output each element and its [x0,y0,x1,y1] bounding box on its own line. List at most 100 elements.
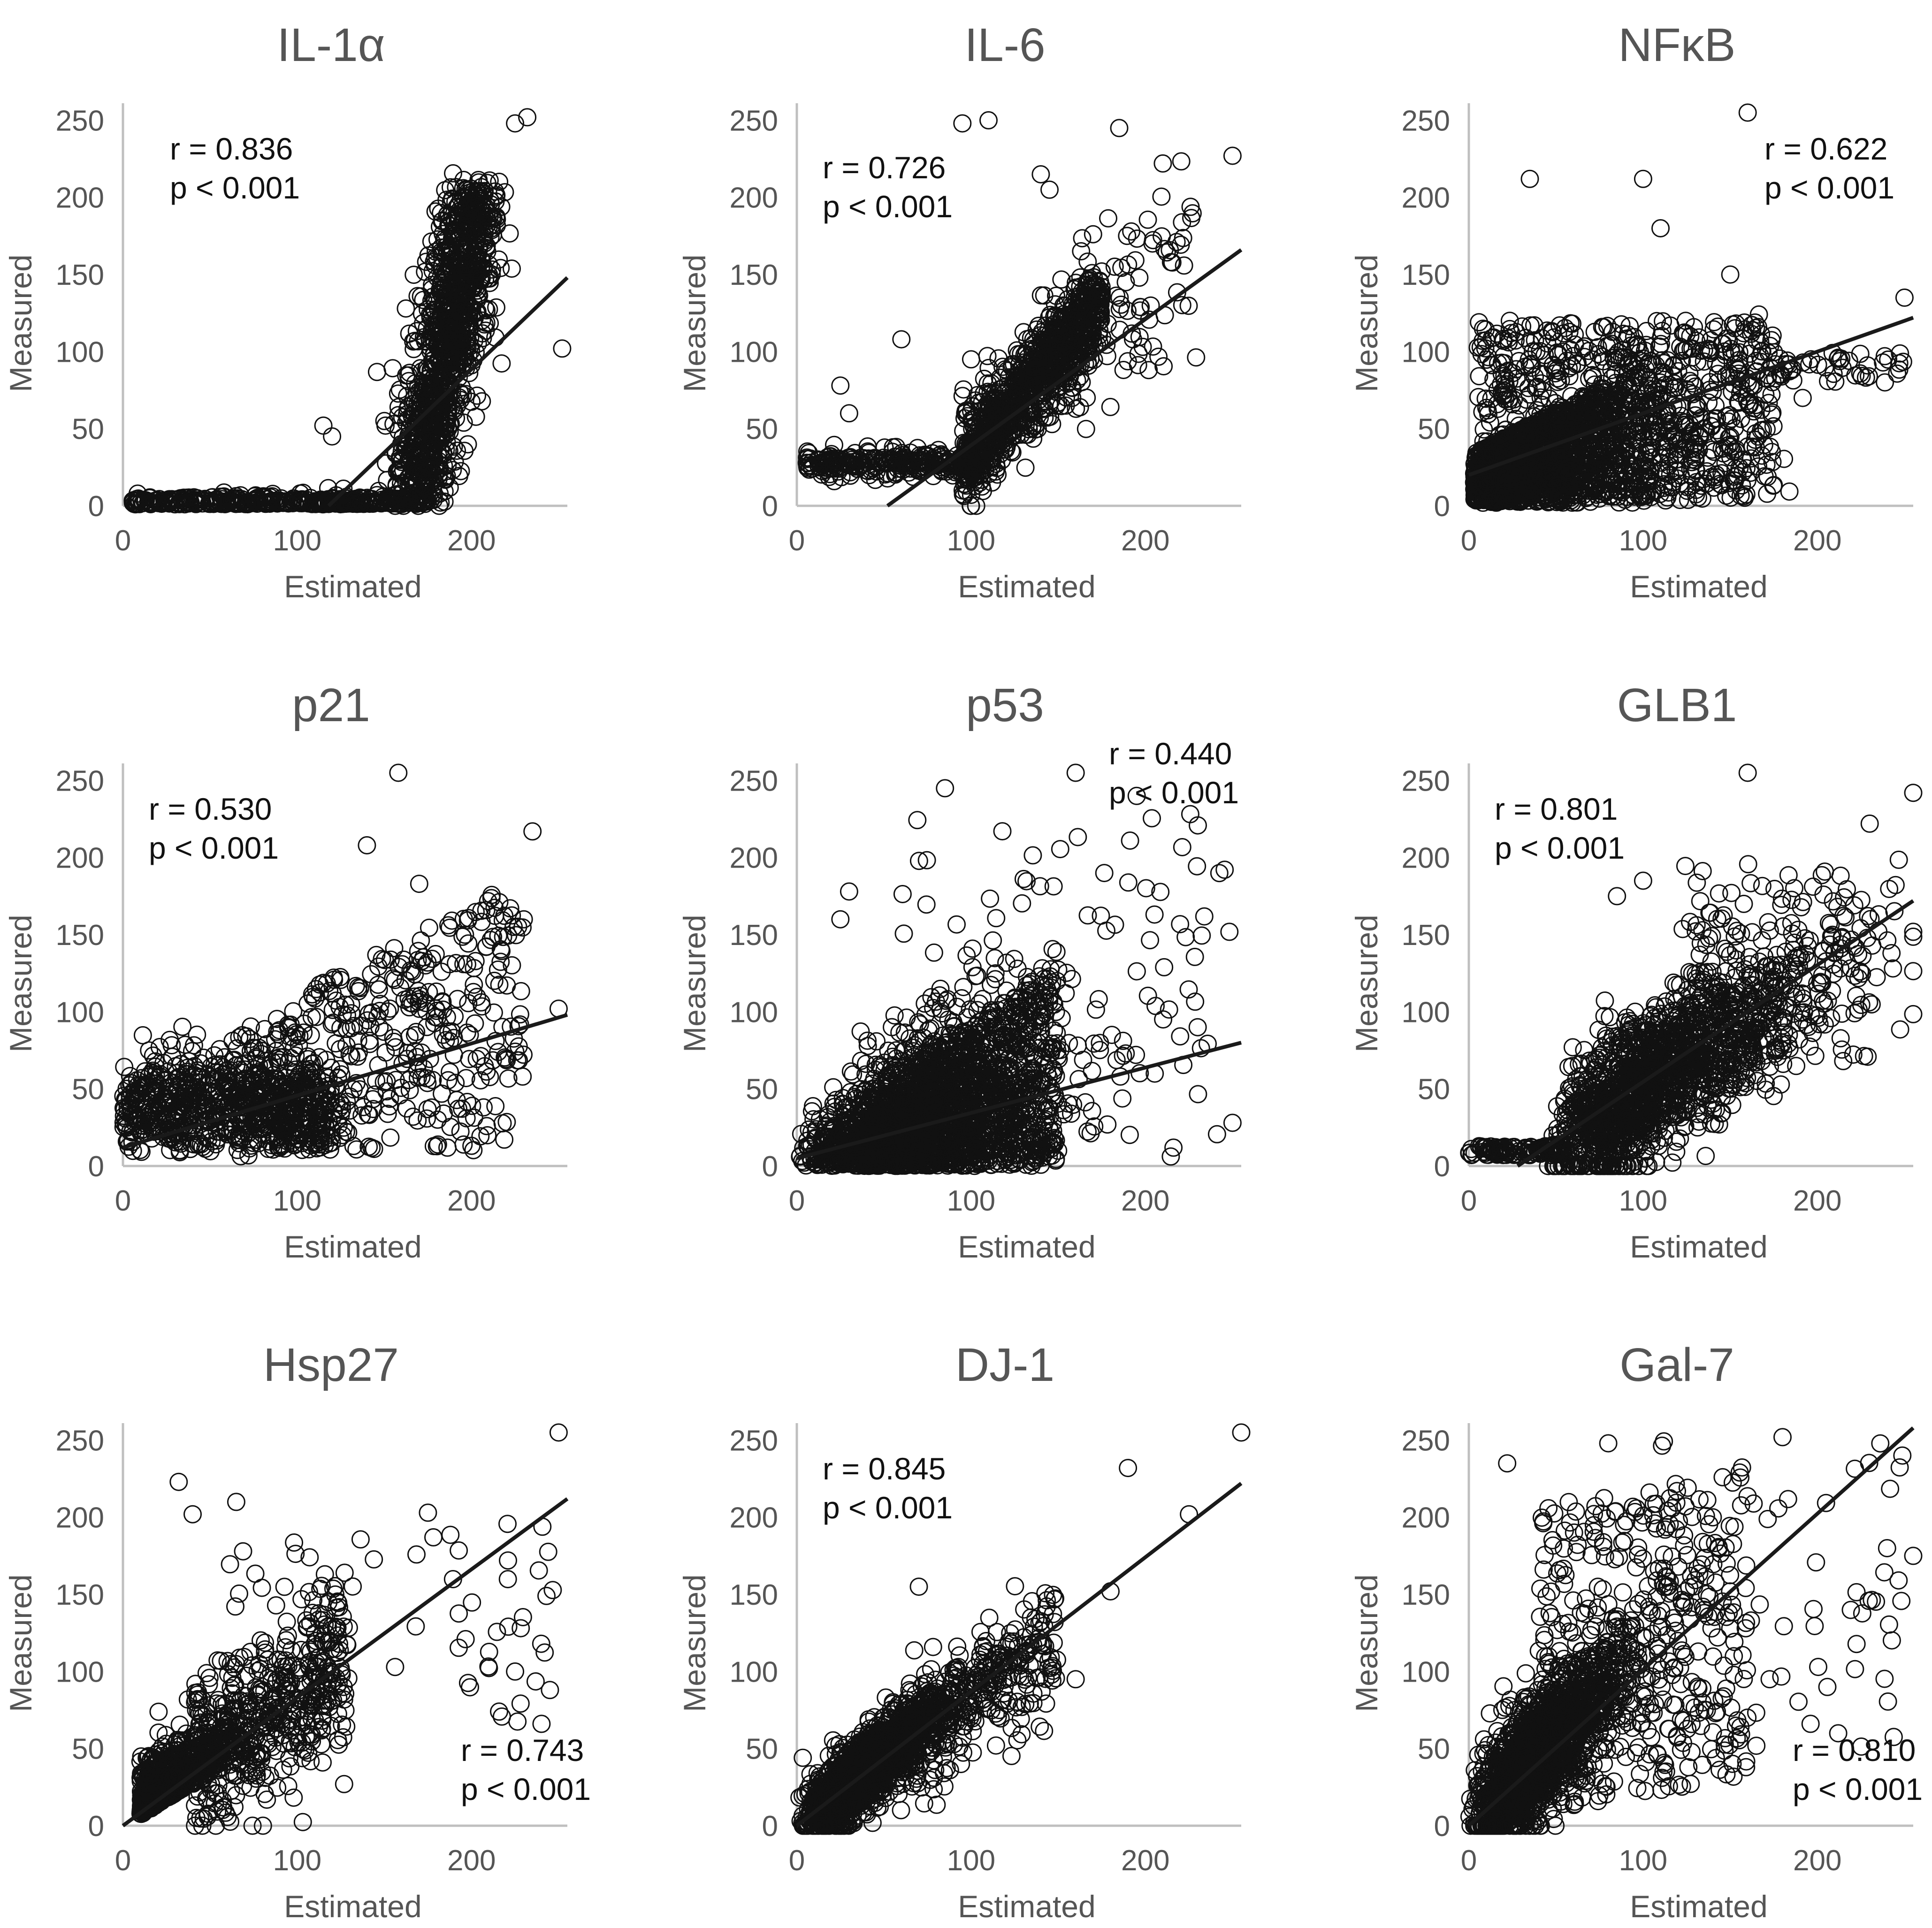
data-point [1497,471,1516,489]
data-point [1494,332,1513,350]
data-point [1116,273,1135,291]
data-point [1548,476,1567,495]
data-point [1741,464,1760,482]
data-point [1562,387,1581,405]
data-point [1187,348,1206,367]
data-point [1706,468,1725,487]
data-point [1526,367,1544,386]
data-point [1717,407,1736,426]
data-point [1661,316,1680,335]
data-point [1733,463,1752,481]
data-point [1130,301,1149,320]
data-point [1575,348,1594,366]
data-point [1010,397,1029,416]
data-point [1652,327,1671,345]
data-point [1521,316,1540,335]
data-point [1599,456,1618,474]
data-point [1083,264,1101,282]
data-point [466,407,485,426]
data-point [360,495,379,513]
data-point [1172,152,1191,171]
data-point [1478,478,1497,496]
y-tick-label: 100 [730,336,778,368]
x-tick-label: 0 [789,525,805,557]
data-point [424,434,443,453]
data-point [442,322,461,341]
p-value: p < 0.001 [823,189,953,224]
data-point [135,491,154,510]
data-point [1077,327,1096,346]
data-point [840,404,858,423]
data-point [1704,320,1723,339]
data-point [957,440,976,459]
data-point [447,409,466,427]
data-point [148,491,167,510]
data-point [1586,375,1604,394]
data-point [1110,288,1129,307]
data-point [291,493,310,512]
data-point [404,418,423,437]
data-point [1653,363,1672,381]
data-point [1476,389,1495,408]
data-point [1078,252,1097,271]
data-point [1752,325,1771,343]
data-point [1523,467,1542,486]
data-point [425,487,443,506]
data-point [1591,470,1610,489]
data-point [1154,357,1173,376]
data-point [446,230,465,249]
data-point [236,495,255,513]
data-point [1619,421,1637,440]
data-point [490,173,509,191]
data-point [1470,313,1489,332]
data-point [1496,465,1514,483]
data-point [1704,478,1723,497]
data-point [994,378,1013,397]
data-point [397,299,415,318]
data-point [1181,198,1200,216]
data-point [1077,389,1096,407]
data-point [1655,354,1673,373]
data-point [423,351,442,370]
data-point [1653,351,1672,370]
data-point [989,349,1008,368]
data-point [1056,396,1075,415]
data-point [1551,371,1570,390]
correlation-r: r = 0.836 [170,131,293,166]
data-point [1511,467,1529,486]
data-point [1114,361,1133,379]
data-point [1709,365,1727,383]
data-point [1531,388,1550,407]
data-point [1707,354,1726,373]
data-point [1489,399,1507,418]
data-point [1625,463,1643,481]
data-point [1031,286,1050,305]
data-point [1019,416,1038,435]
data-point [1729,392,1748,411]
data-point [553,339,572,358]
data-point [1683,467,1701,486]
data-point [203,493,221,511]
data-point [466,192,485,211]
data-point [979,111,998,130]
data-point [327,492,346,511]
data-point [1720,428,1738,447]
data-point [476,321,495,340]
data-point [467,302,486,320]
data-point [1163,253,1182,272]
data-point [393,408,412,427]
data-point [224,489,243,508]
data-point [456,244,474,263]
data-point [453,354,472,373]
data-point [1635,342,1654,360]
data-point [1548,405,1566,424]
data-point [987,455,1006,473]
data-point [367,363,386,381]
data-point [1179,297,1198,315]
data-point [425,252,443,271]
data-point [268,494,287,513]
data-point [486,182,504,201]
data-point [405,266,423,284]
